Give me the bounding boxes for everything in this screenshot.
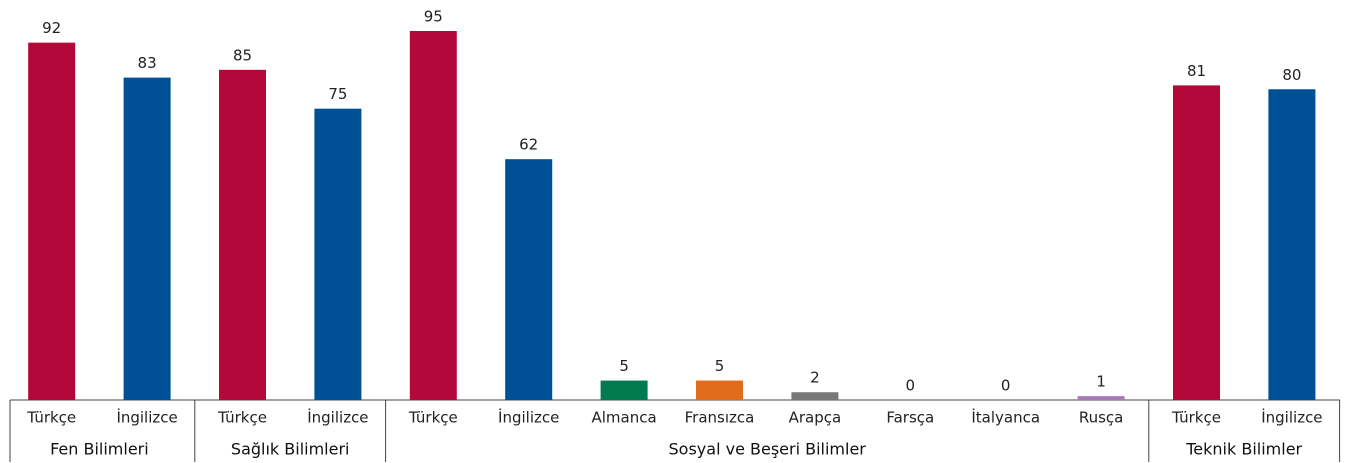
value-label: 0	[1001, 377, 1011, 395]
value-label: 5	[619, 357, 629, 375]
value-label: 92	[42, 19, 61, 37]
x-tick-label: Türkçe	[1171, 409, 1221, 427]
value-label: 0	[906, 377, 916, 395]
value-label: 1	[1096, 373, 1106, 391]
value-label: 95	[424, 8, 443, 26]
x-tick-label: İtalyanca	[971, 408, 1040, 427]
bar	[1268, 89, 1316, 401]
bar	[1173, 85, 1220, 401]
bar	[409, 31, 457, 400]
bar	[696, 380, 743, 400]
bar	[600, 380, 648, 400]
value-label: 62	[519, 136, 538, 154]
x-tick-label: İngilizce	[116, 408, 177, 427]
bar	[505, 159, 553, 400]
value-label: 2	[810, 369, 820, 387]
x-tick-label: İngilizce	[1261, 408, 1322, 427]
x-tick-label: Almanca	[592, 409, 657, 427]
bar	[219, 69, 266, 400]
group-label: Teknik Bilimler	[1185, 440, 1302, 459]
bar	[28, 42, 76, 401]
group-label: Sosyal ve Beşeri Bilimler	[669, 440, 867, 459]
bar	[123, 77, 171, 400]
group-label: Sağlık Bilimleri	[231, 440, 350, 459]
x-tick-label: Türkçe	[26, 409, 76, 427]
bar	[791, 392, 839, 400]
x-tick-label: İngilizce	[307, 408, 368, 427]
x-tick-label: Rusça	[1079, 409, 1124, 427]
value-label: 75	[328, 85, 347, 103]
x-tick-label: Fransızca	[685, 409, 755, 427]
x-tick-label: Farsça	[886, 409, 934, 427]
x-tick-label: Arapça	[789, 409, 842, 427]
group-label: Fen Bilimleri	[50, 440, 149, 459]
value-label: 81	[1187, 62, 1206, 80]
value-label: 83	[138, 54, 157, 72]
bar	[1077, 396, 1125, 400]
value-label: 85	[233, 46, 252, 64]
x-tick-label: Türkçe	[217, 409, 267, 427]
value-label: 80	[1282, 66, 1301, 84]
x-tick-label: İngilizce	[498, 408, 559, 427]
x-tick-label: Türkçe	[408, 409, 458, 427]
value-label: 5	[715, 357, 725, 375]
bar	[314, 108, 362, 401]
